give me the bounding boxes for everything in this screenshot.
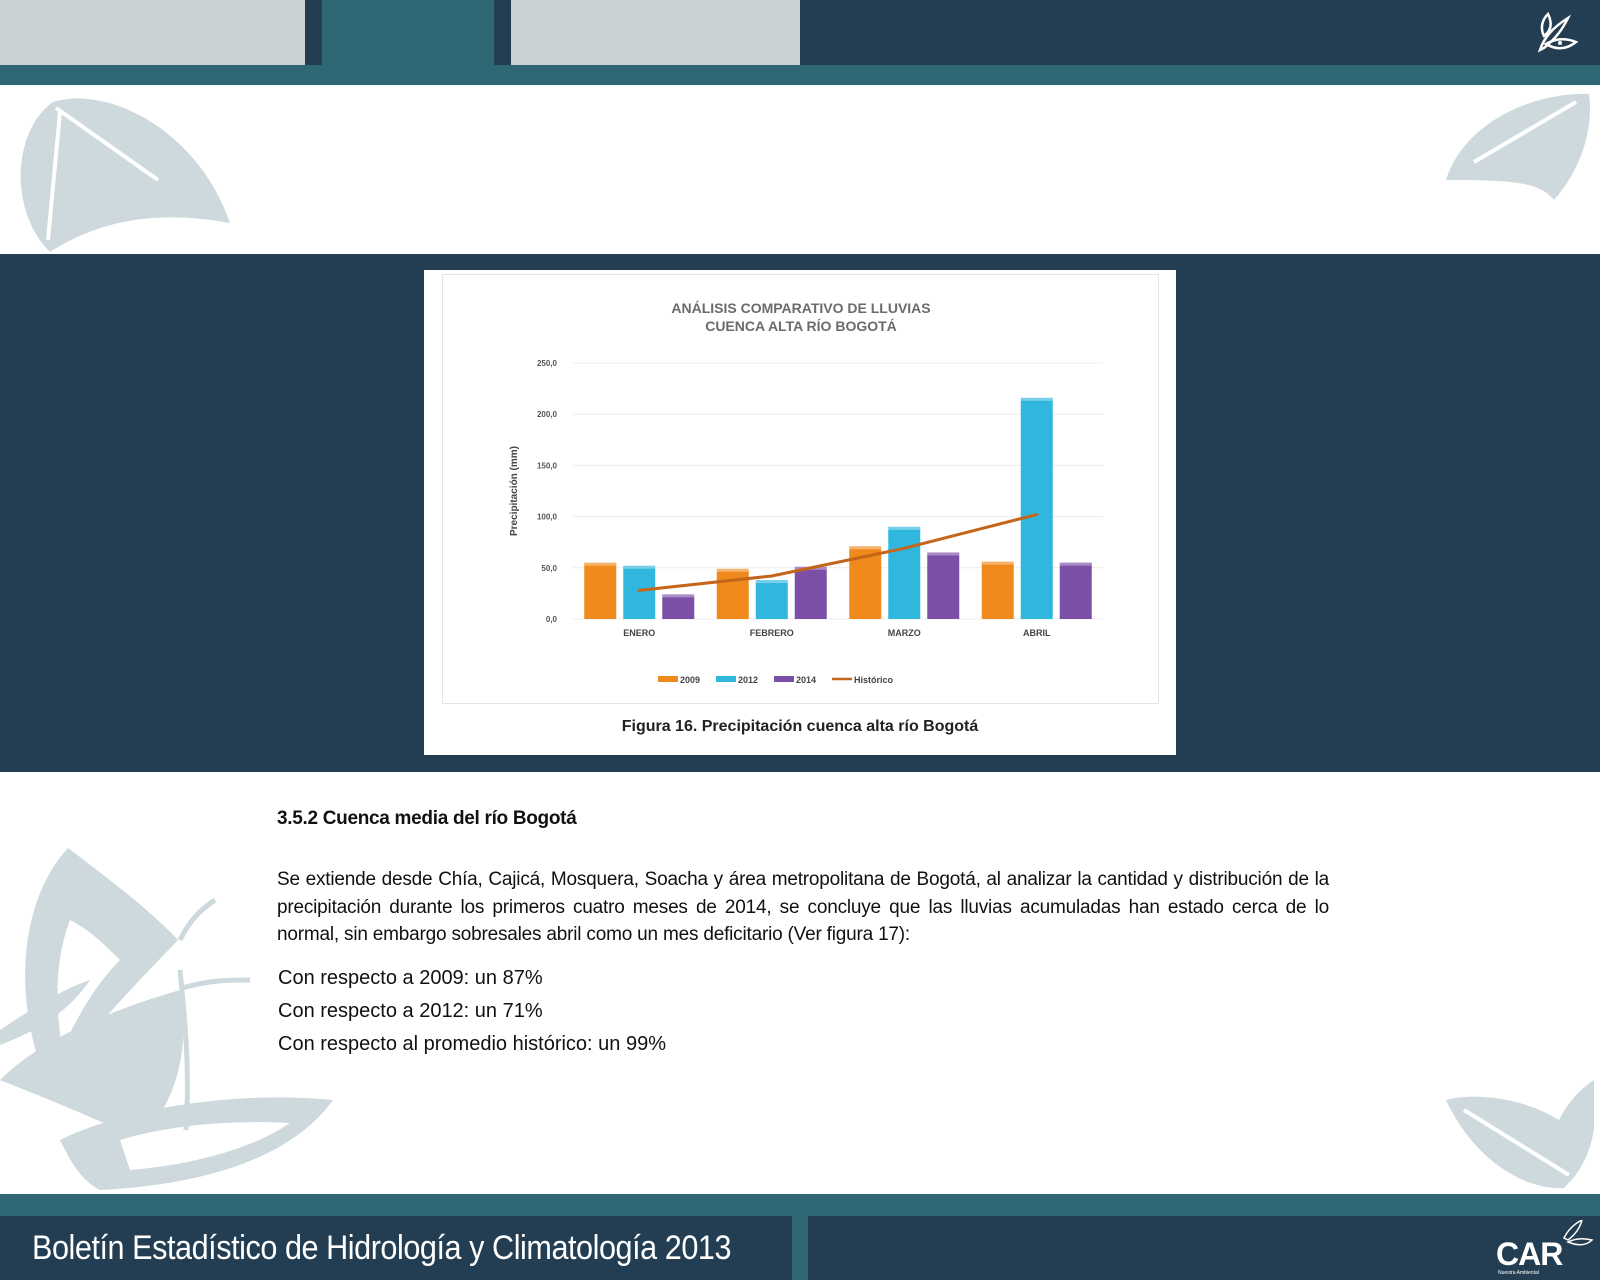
leaf-decoration-top-left [20, 98, 230, 252]
chart-title: ANÁLISIS COMPARATIVO DE LLUVIAS [671, 300, 930, 316]
bar-2009-enero [584, 562, 617, 619]
bar-highlight [1020, 397, 1053, 401]
y-tick-label: 150,0 [537, 461, 558, 470]
y-tick-label: 100,0 [537, 513, 558, 522]
legend-label: 2014 [796, 675, 816, 685]
bar-2009-abril [981, 561, 1014, 619]
bar-highlight [623, 565, 656, 569]
leaf-decoration-top-right [1446, 93, 1590, 200]
bar-highlight [849, 546, 882, 550]
bar-highlight [755, 580, 788, 584]
x-tick-label: MARZO [888, 628, 921, 638]
butterfly-logo-icon [1537, 11, 1579, 53]
car-logo-icon [1562, 1220, 1594, 1246]
legend-label: 2009 [680, 675, 700, 685]
header-tab-3 [511, 0, 800, 65]
stat-line-2012: Con respecto a 2012: un 71% [278, 1000, 543, 1022]
bar-2014-marzo [927, 552, 960, 619]
bar-2012-febrero [755, 580, 788, 619]
car-logo-text: CAR [1496, 1236, 1563, 1272]
chart-frame: ANÁLISIS COMPARATIVO DE LLUVIAS CUENCA AL… [442, 274, 1159, 704]
line-histórico [637, 513, 1039, 592]
legend-swatch [658, 676, 678, 682]
legend-swatch [716, 676, 736, 682]
footer-title-box [0, 1216, 792, 1280]
figure-card: ANÁLISIS COMPARATIVO DE LLUVIAS CUENCA AL… [424, 270, 1176, 755]
bar-2009-febrero [716, 568, 749, 619]
section-heading: 3.5.2 Cuenca media del río Bogotá [277, 808, 577, 829]
footer-title: Boletín Estadístico de Hidrología y Clim… [32, 1229, 732, 1267]
legend-swatch [774, 676, 794, 682]
bar-highlight [662, 594, 695, 598]
bar-2014-enero [662, 594, 695, 619]
x-tick-label: FEBRERO [750, 628, 794, 638]
y-tick-label: 0,0 [546, 615, 558, 624]
bar-highlight [888, 526, 921, 530]
bar-highlight [1059, 562, 1092, 566]
stat-line-historico: Con respecto al promedio histórico: un 9… [278, 1033, 666, 1055]
bar-2014-febrero [794, 566, 827, 619]
header-tab-1 [0, 0, 305, 65]
header-strip [0, 65, 1600, 85]
legend-label: 2012 [738, 675, 758, 685]
bar-2014-abril [1059, 562, 1092, 619]
bar-2012-abril [1020, 397, 1053, 619]
footer-strip [0, 1194, 1600, 1216]
y-tick-label: 50,0 [541, 564, 557, 573]
chart-subtitle: CUENCA ALTA RÍO BOGOTÁ [705, 318, 897, 334]
x-tick-label: ENERO [623, 628, 655, 638]
y-tick-label: 250,0 [537, 359, 558, 368]
car-logo-subtext: Nuestra Ambiental [1498, 1270, 1539, 1276]
bar-2012-marzo [888, 526, 921, 619]
bar-2012-enero [623, 565, 656, 619]
section-paragraph: Se extiende desde Chía, Cajicá, Mosquera… [277, 869, 1329, 945]
leaf-decoration-bottom-right [1446, 1080, 1594, 1189]
bar-highlight [927, 552, 960, 556]
x-tick-label: ABRIL [1023, 628, 1051, 638]
bar-highlight [584, 562, 617, 566]
y-tick-label: 200,0 [537, 410, 558, 419]
header-tab-2 [322, 0, 494, 65]
figure-caption: Figura 16. Precipitación cuenca alta río… [621, 718, 979, 735]
footer-divider [792, 1216, 808, 1280]
bar-highlight [716, 568, 749, 572]
butterfly-decoration-bottom-left [0, 848, 333, 1190]
bar-highlight [981, 561, 1014, 565]
stat-line-2009: Con respecto a 2009: un 87% [278, 967, 543, 989]
precipitation-chart: ANÁLISIS COMPARATIVO DE LLUVIAS CUENCA AL… [509, 300, 1103, 685]
legend-label: Histórico [854, 675, 894, 685]
stat-list: Con respecto a 2009: un 87% Con respecto… [278, 962, 666, 1061]
y-axis-label: Precipitación (mm) [509, 446, 520, 536]
